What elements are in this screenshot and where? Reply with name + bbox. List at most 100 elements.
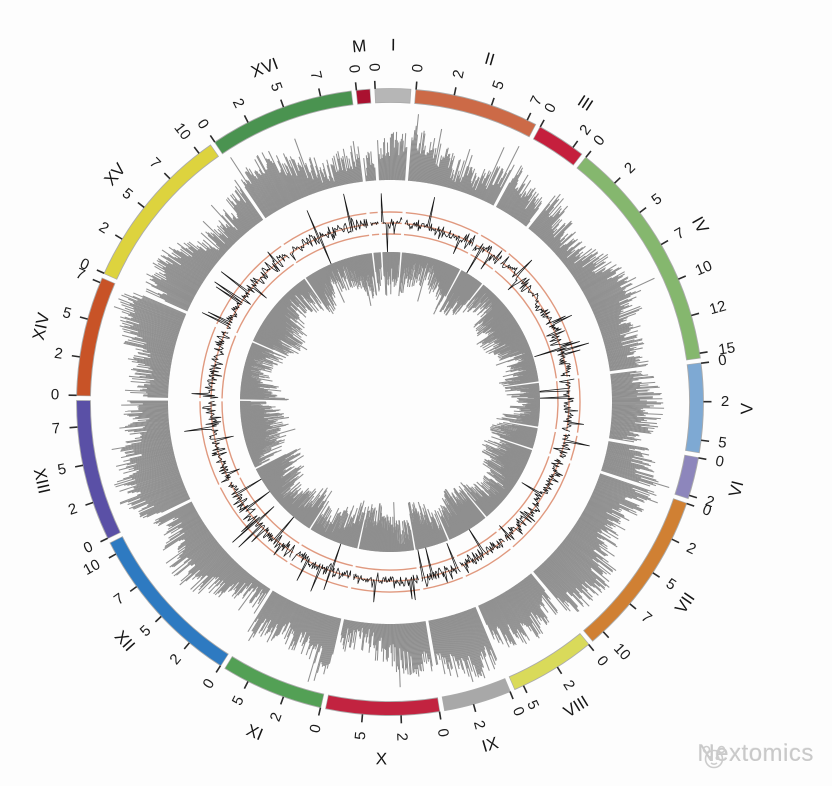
scale-tick-labels: 0 0 02570202571012150250202571002502025025… [51,63,737,741]
chromosome-label-X: X [376,749,388,768]
tick-label: 0 [81,538,96,557]
gridline-arc [219,487,288,563]
gridline-arc [371,233,380,236]
inner-histogram-track [239,251,541,553]
tick-mark [602,631,610,639]
outer-histogram-track [111,114,670,688]
tick-label: 2 [559,677,578,693]
tick-mark [96,269,105,275]
chromosome-label-V: V [737,402,756,414]
tick-label: 0 [593,653,611,670]
tick-mark [689,494,698,499]
tick-mark [163,172,171,180]
tick-mark [79,316,88,320]
tick-mark [354,82,358,91]
tick-label: 0 [717,352,727,370]
tick-mark [629,603,637,610]
tick-mark [415,81,418,90]
gridline-arc [555,381,559,430]
tick-mark [438,711,442,720]
tick-mark [509,691,514,700]
line-series-XIV [191,331,230,399]
gridline-arc [216,245,282,325]
gridline-arc [549,431,556,454]
gridline-arc [494,270,558,379]
tick-label: 2 [470,719,489,732]
gridline-arc [210,331,227,399]
chromosome-label-XVI: XVI [248,54,280,81]
tick-mark [539,119,545,128]
tick-label: 7 [51,420,61,438]
chromosome-label-IX: IX [480,733,501,756]
tick-label: 2 [229,96,248,111]
tick-mark [699,351,708,354]
gridline-arc [221,401,240,476]
line-series-XI [291,541,352,592]
tick-label: 5 [61,304,74,323]
line-series-X [353,572,419,603]
chromosome-label-VI: VI [725,479,747,499]
gridline-arc [405,211,479,235]
gridline-arc [421,566,459,579]
tick-label: 0 [51,386,60,403]
tick-label: 5 [648,190,665,209]
gridline-arc [508,253,579,376]
tick-mark [639,207,647,214]
tick-mark [154,615,162,623]
gridline-arc [480,234,507,253]
chromosome-arc-XIII [76,400,120,539]
tick-label: 7 [638,609,655,627]
chromosome-label-XV: XV [101,159,131,189]
tick-label: 5 [717,434,727,452]
line-series-VII [499,458,564,541]
line-series-IV [500,256,589,377]
tick-mark [71,354,80,358]
tick-label: 0 [409,63,427,73]
tick-mark [585,150,592,158]
tick-label: 12 [707,297,728,318]
tick-label: 5 [267,80,286,94]
tick-label: 7 [307,69,325,81]
gridline-arc [369,211,378,214]
gridline-arc [419,556,455,569]
line-plot-track [184,193,590,603]
line-series-I [380,193,403,254]
gridline-arc [570,435,578,461]
gridline-arc [465,548,511,577]
tick-label: 7 [111,590,128,609]
tick-mark [691,312,700,317]
chromosome-arc-XII [110,537,228,666]
line-series-XIII [184,400,240,483]
gridline-arc [295,234,370,264]
tick-mark [588,644,595,652]
tick-label: 0 [541,100,560,115]
tick-label: 5 [352,731,370,741]
tick-label: 7 [146,154,164,172]
gridline-arc [576,378,581,433]
tick-label: 10 [80,556,103,579]
tick-label: 5 [229,693,248,708]
tick-label: 2 [393,732,410,741]
chromosome-arc-IV [577,157,700,360]
tick-label: 0 [714,453,725,471]
tick-mark [652,572,661,578]
gridline-arc [565,379,570,431]
line-series-IX [417,543,461,587]
tick-label: 0 [306,723,324,735]
tick-label: 2 [450,68,468,80]
chromosome-label-XII: XII [111,627,139,655]
line-series-XVI [289,193,369,266]
gridline-arc [456,531,497,557]
tick-label: 0 [199,676,218,692]
gridline-arc [403,233,469,254]
chromosome-arc-X [325,695,440,715]
tick-mark [678,275,687,280]
gridline-arc [289,223,368,255]
tick-mark [279,696,285,705]
gridline-arc [301,544,353,567]
tick-label: 0 [193,116,212,132]
tick-label: 10 [610,640,634,664]
gridline-arc [236,263,295,334]
gridline-arc [283,212,367,246]
